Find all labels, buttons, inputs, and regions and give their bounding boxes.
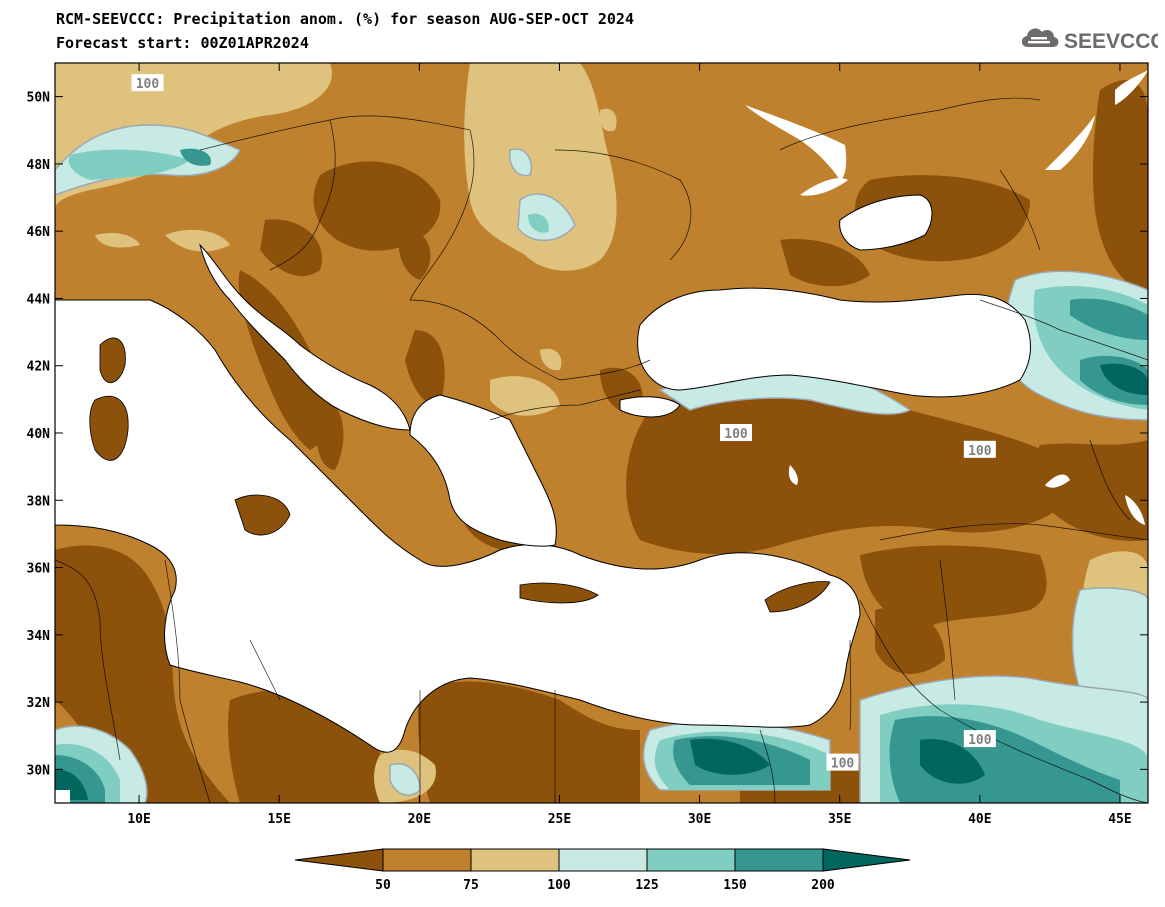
contour-label: 100	[136, 77, 160, 92]
map-title: RCM-SEEVCCC: Precipitation anom. (%) for…	[56, 10, 634, 28]
contour-label-bg	[963, 440, 996, 458]
lon-tick-label: 10E	[127, 812, 150, 827]
lat-tick-label: 32N	[27, 696, 51, 711]
lat-tick-label: 46N	[27, 225, 51, 240]
contour-labels: 100 100 100 100 100	[131, 74, 996, 772]
lon-tick-label: 40E	[968, 812, 991, 827]
lon-tick-label: 35E	[828, 812, 851, 827]
colorbar-box	[382, 848, 472, 872]
lat-tick-label: 48N	[27, 158, 51, 173]
lat-tick-label: 44N	[27, 292, 51, 307]
lat-tick-label: 36N	[27, 562, 51, 577]
logo-text: SEEVCCC	[1064, 30, 1158, 53]
colorbar-label: 50	[375, 878, 391, 893]
lat-tick-label: 50N	[27, 91, 51, 106]
lat-tick-label: 34N	[27, 629, 51, 644]
cloud-icon	[1021, 28, 1059, 47]
lon-tick-label: 20E	[408, 812, 431, 827]
anomaly-above-200	[55, 363, 1148, 800]
contour-label: 100	[831, 757, 855, 772]
contour-label-bg	[963, 730, 996, 748]
lon-tick-label: 30E	[688, 812, 711, 827]
lon-tick-label: 45E	[1108, 812, 1131, 827]
contour-label-bg	[826, 753, 859, 771]
lat-tick-label: 30N	[27, 763, 51, 778]
colorbar-box	[470, 848, 560, 872]
lat-tick-label: 42N	[27, 360, 51, 375]
seevccc-logo: SEEVCCC	[1021, 28, 1158, 53]
colorbar-box	[734, 848, 824, 872]
colorbar-arrow-low	[294, 848, 384, 872]
colorbar-label: 100	[547, 878, 571, 893]
latitude-axis: 30N 32N 34N 36N 38N 40N 42N 44N 46N 48N 50N	[27, 91, 1148, 778]
contour-label: 100	[968, 733, 992, 748]
colorbar-label: 75	[463, 878, 479, 893]
lon-tick-label: 25E	[548, 812, 571, 827]
colorbar-arrow-high	[822, 848, 911, 872]
sea-mask	[55, 194, 1031, 753]
longitude-axis: 10E 15E 20E 25E 30E 35E 40E 45E	[127, 63, 1132, 827]
lat-tick-label: 40N	[27, 427, 51, 442]
colorbar-legend: 50 75 100 125 150 200	[294, 848, 911, 893]
lon-tick-label: 15E	[267, 812, 290, 827]
contour-label-bg	[720, 424, 753, 441]
lakes	[55, 70, 1148, 803]
colorbar-label: 150	[723, 878, 747, 893]
colorbar-box	[558, 848, 648, 872]
islands	[89, 337, 831, 613]
colorbar-box	[646, 848, 736, 872]
colorbar-label: 125	[635, 878, 658, 893]
contour-label: 100	[724, 427, 748, 442]
map-field	[55, 63, 1148, 803]
colorbar-label: 200	[811, 878, 835, 893]
lat-tick-label: 38N	[27, 494, 51, 509]
forecast-start-label: Forecast start: 00Z01APR2024	[56, 34, 309, 52]
country-borders	[55, 97, 1148, 803]
contour-label-bg	[131, 74, 164, 92]
contour-label: 100	[968, 444, 992, 459]
